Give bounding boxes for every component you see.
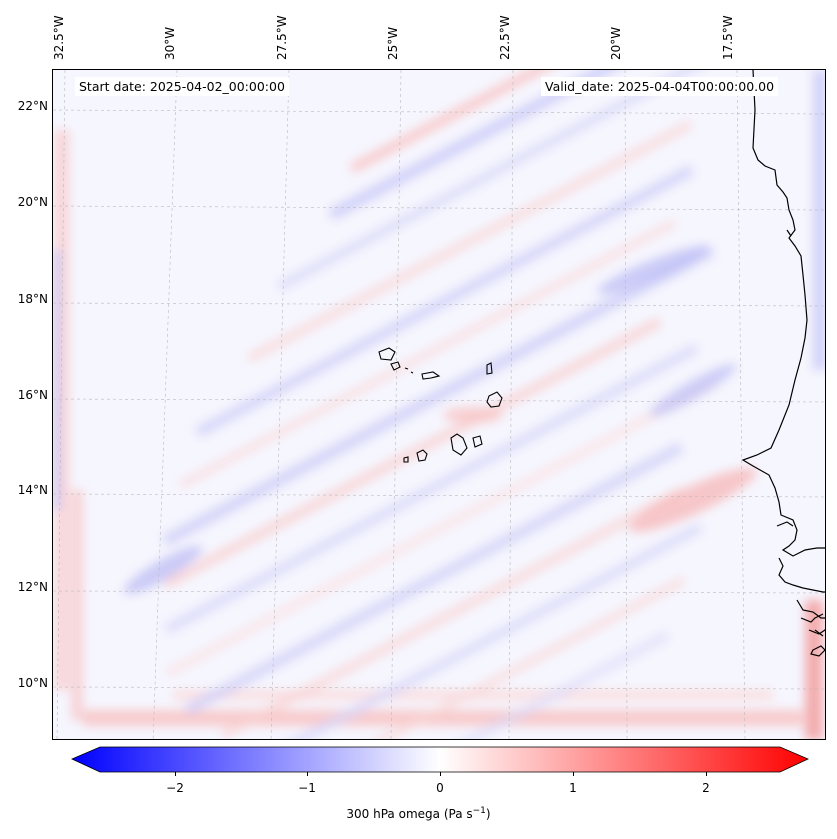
lat-label-10n: 10°N (17, 676, 48, 690)
lon-label-17-5w: 17.5°W (721, 15, 735, 60)
lon-label-25w: 25°W (386, 26, 400, 60)
coastline (741, 70, 825, 657)
colorbar-tick-neg1: −1 (298, 781, 316, 795)
colorbar-tick-1: 1 (569, 781, 577, 795)
lon-label-27-5w: 27.5°W (275, 15, 289, 60)
omega-field-streaks (53, 70, 825, 739)
valid-date-label: Valid_date: 2025-04-04T00:00:00.00 (541, 77, 779, 96)
colorbar-tick-2: 2 (702, 781, 710, 795)
colorbar-tickmark (573, 772, 574, 776)
lat-label-22n: 22°N (17, 99, 48, 113)
lon-label-32-5w: 32.5°W (52, 15, 66, 60)
colorbar-tickmark (307, 772, 308, 776)
map-panel (52, 69, 826, 740)
lat-label-18n: 18°N (17, 292, 48, 306)
lat-label-20n: 20°N (17, 195, 48, 209)
colorbar-tick-neg2: −2 (166, 781, 184, 795)
cape-verde-islands (378, 347, 503, 463)
lon-label-30w: 30°W (163, 26, 177, 60)
colorbar-tickmark (440, 772, 441, 776)
colorbar-tickmark (706, 772, 707, 776)
colorbar (70, 745, 810, 775)
map-gridlines (53, 70, 825, 739)
colorbar-variable: 300 hPa omega (346, 807, 440, 821)
lat-label-16n: 16°N (17, 388, 48, 402)
colorbar-tickmark (175, 772, 176, 776)
colorbar-units: (Pa s−1) (443, 806, 491, 821)
lon-label-20w: 20°W (609, 26, 623, 60)
colorbar-tick-0: 0 (436, 781, 444, 795)
start-date-label: Start date: 2025-04-02_00:00:00 (75, 77, 289, 96)
lat-label-12n: 12°N (17, 580, 48, 594)
omega-field-map (53, 70, 825, 739)
lon-label-22-5w: 22.5°W (498, 15, 512, 60)
lat-label-14n: 14°N (17, 483, 48, 497)
colorbar-label: 300 hPa omega (Pa s−1) (0, 806, 837, 821)
colorbar-body (71, 746, 809, 773)
